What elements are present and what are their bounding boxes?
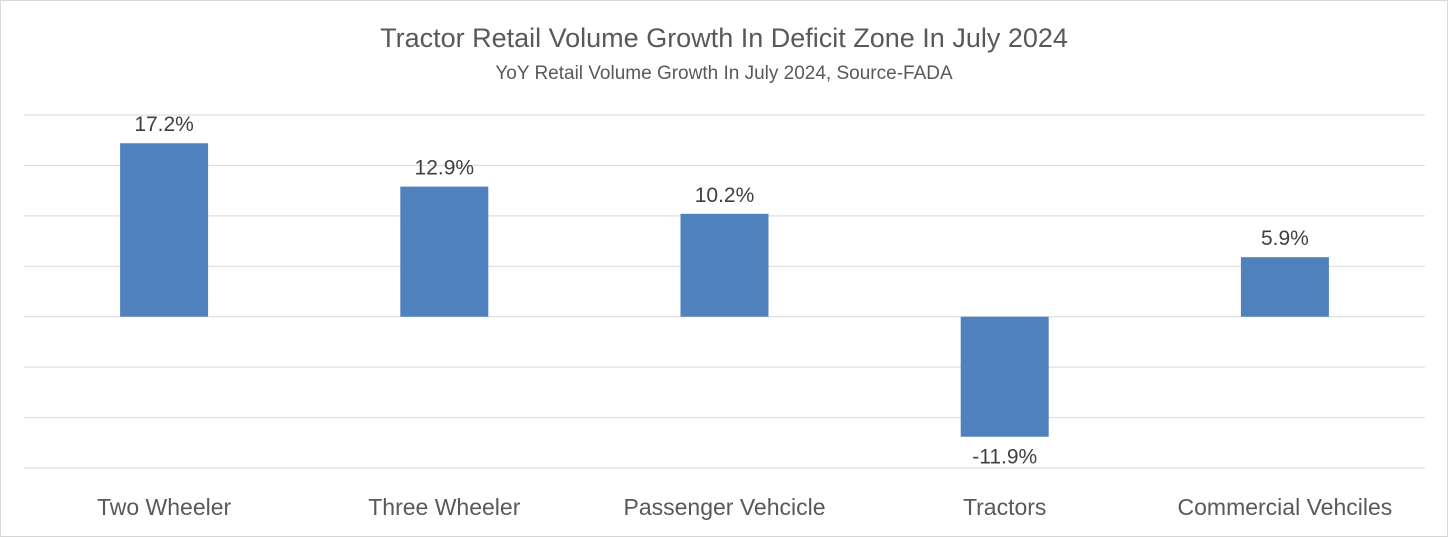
- bar-tractors: [960, 316, 1049, 437]
- category-label: Three Wheeler: [368, 494, 520, 520]
- chart-subtitle: YoY Retail Volume Growth In July 2024, S…: [495, 63, 953, 84]
- bar-commercial-vehciles: [1240, 257, 1329, 317]
- data-label: 5.9%: [1261, 227, 1309, 250]
- category-label: Passenger Vehcicle: [623, 494, 825, 520]
- bar-three-wheeler: [400, 186, 489, 317]
- category-label: Tractors: [963, 494, 1047, 520]
- data-label: 10.2%: [695, 184, 755, 207]
- data-label: 12.9%: [415, 157, 475, 180]
- data-label: 17.2%: [134, 113, 194, 136]
- bar-two-wheeler: [120, 143, 209, 317]
- bar-passenger-vehcicle: [680, 213, 769, 317]
- data-label: -11.9%: [972, 446, 1037, 469]
- category-label: Commercial Vehciles: [1178, 494, 1393, 520]
- chart-title: Tractor Retail Volume Growth In Deficit …: [380, 23, 1068, 53]
- category-label: Two Wheeler: [97, 494, 232, 520]
